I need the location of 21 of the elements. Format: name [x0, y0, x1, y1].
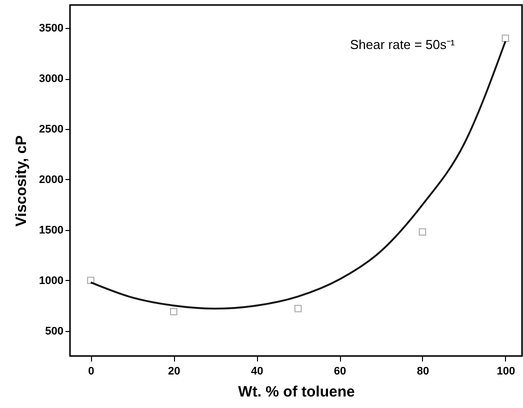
y-tick-label: 2500 [39, 124, 64, 136]
point [87, 276, 94, 284]
point [294, 304, 302, 312]
y-tick-label: 3500 [39, 22, 64, 35]
point [418, 228, 426, 236]
y-tick-label: 1000 [39, 274, 64, 287]
point [170, 308, 178, 316]
y-axis-title: Viscosity, cP [13, 135, 30, 227]
annotation: Shear rate = 50s⁻¹ [350, 37, 456, 52]
x-tick-label: 40 [250, 366, 264, 378]
x-tick-label: 60 [334, 366, 346, 378]
y-tick-label: 1500 [39, 224, 64, 236]
y-tick-label: 500 [45, 325, 64, 338]
point [502, 34, 510, 42]
y-tick-label: 3000 [39, 73, 64, 86]
x-tick-label: 80 [416, 366, 430, 378]
x-tick-label: 20 [168, 366, 180, 378]
y-tick-label: 2000 [39, 174, 64, 186]
x-axis-title: Wt. % of toluene [238, 384, 355, 400]
x-tick-label: 100 [496, 366, 516, 378]
x-tick-label: 0 [88, 366, 94, 378]
